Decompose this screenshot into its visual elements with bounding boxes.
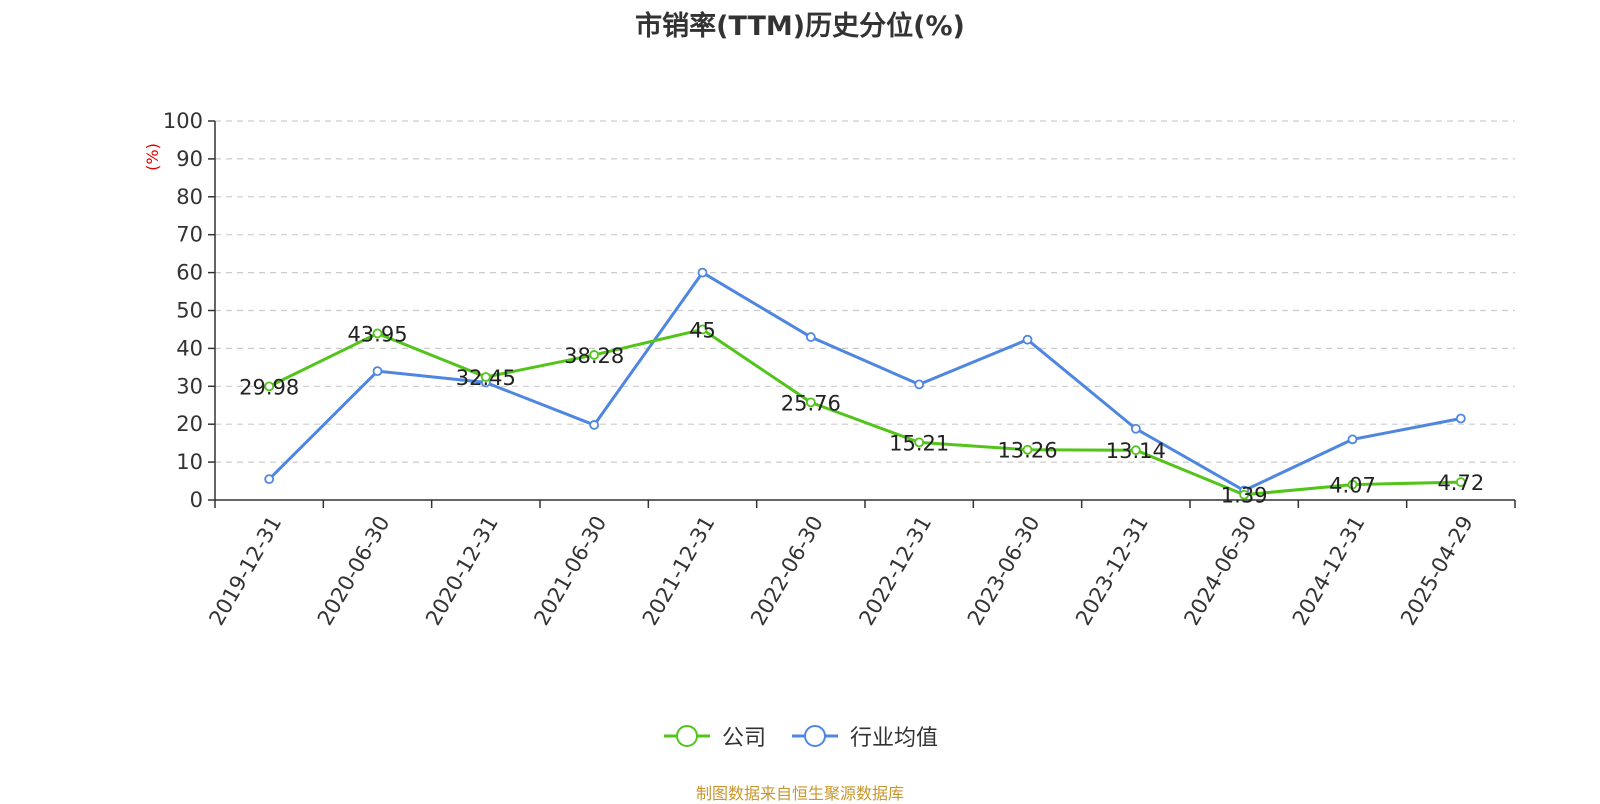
data-point <box>914 437 925 448</box>
legend-label: 公司 <box>721 726 766 751</box>
data-point <box>480 372 491 382</box>
series-line-1 <box>268 271 1462 493</box>
data-label: 43.95 <box>347 322 407 346</box>
legend-label: 行业均值 <box>850 726 939 751</box>
legend-circle <box>804 725 826 747</box>
data-point <box>1022 444 1033 455</box>
data-point <box>1455 413 1466 424</box>
data-label: 15.21 <box>889 431 949 455</box>
chart-title: 市销率(TTM)历史分位(%) <box>635 11 965 42</box>
legend-marker-icon <box>792 725 838 747</box>
data-label: 38.28 <box>564 344 624 368</box>
data-point <box>697 324 708 335</box>
data-label: 4.07 <box>1329 474 1376 498</box>
y-tick-label: 70 <box>176 223 203 247</box>
data-point <box>1130 445 1141 456</box>
legend-item[interactable]: 行业均值 <box>790 720 938 752</box>
y-tick-label: 10 <box>176 450 203 474</box>
data-label: 29.98 <box>239 375 299 399</box>
data-point <box>372 328 383 339</box>
legend-circle <box>675 725 698 747</box>
y-tick-label: 30 <box>176 374 203 398</box>
data-label: 4.72 <box>1437 471 1484 495</box>
data-point <box>1239 489 1250 500</box>
data-point <box>1347 434 1358 445</box>
data-label: 13.26 <box>997 439 1057 463</box>
legend-item[interactable]: 公司 <box>662 720 766 752</box>
x-tick-label: 2024-06-30 <box>1179 512 1261 630</box>
y-tick-label: 90 <box>176 147 203 171</box>
data-label: 25.76 <box>781 391 841 415</box>
axes: 0 10 20 30 40 50 60 70 80 90 100 2019-12-31 2020-06-… <box>163 109 1516 630</box>
data-labels: 29.98 43.95 32.45 38.28 45 25.76 15.21 13.26 13.… <box>239 318 1484 507</box>
data-point <box>589 350 600 360</box>
y-tick-label: 0 <box>190 488 203 512</box>
source-note: 制图数据来自恒生聚源数据库 <box>695 784 904 803</box>
y-tick-label: 100 <box>163 109 203 133</box>
data-label: 1.39 <box>1221 484 1268 508</box>
data-point <box>264 381 275 392</box>
data-point <box>697 267 708 278</box>
legend-marker-icon <box>663 725 710 747</box>
data-point <box>589 420 600 430</box>
y-tick-label: 40 <box>176 336 203 360</box>
x-tick-label: 2020-06-30 <box>313 512 395 630</box>
data-label: 13.14 <box>1106 439 1166 463</box>
data-point <box>264 474 275 485</box>
x-tick-label: 2022-06-30 <box>746 512 828 630</box>
data-label: 32.45 <box>456 366 516 390</box>
data-point <box>1455 477 1466 488</box>
data-point <box>805 397 816 408</box>
x-tick-label: 2024-12-31 <box>1288 512 1370 630</box>
x-tick-label: 2020-12-31 <box>421 512 503 630</box>
y-axis-label: (%) <box>143 143 162 171</box>
series <box>264 267 1466 500</box>
x-tick-label: 2023-06-30 <box>963 512 1045 630</box>
y-tick-label: 60 <box>176 261 203 285</box>
series-line-0 <box>268 327 1461 497</box>
x-tick-label: 2021-12-31 <box>638 512 720 630</box>
data-label: 45 <box>689 318 716 342</box>
x-tick-label: 2021-06-30 <box>529 512 611 630</box>
data-point <box>1130 423 1141 434</box>
data-point <box>1022 334 1033 345</box>
x-tick-label: 2025-04-29 <box>1396 512 1478 630</box>
data-point <box>914 379 925 390</box>
data-point <box>1347 479 1358 490</box>
y-tick-label: 80 <box>176 185 203 209</box>
x-tick-label: 2022-12-31 <box>854 512 936 630</box>
y-tick-label: 20 <box>176 412 203 436</box>
legend: 公司 行业均值 <box>0 720 1600 752</box>
x-tick-label: 2019-12-31 <box>204 512 286 630</box>
data-point <box>805 332 816 342</box>
y-tick-label: 50 <box>176 299 203 323</box>
x-tick-label: 2023-12-31 <box>1071 512 1153 630</box>
data-point <box>372 366 383 377</box>
grid-lines <box>215 120 1515 463</box>
